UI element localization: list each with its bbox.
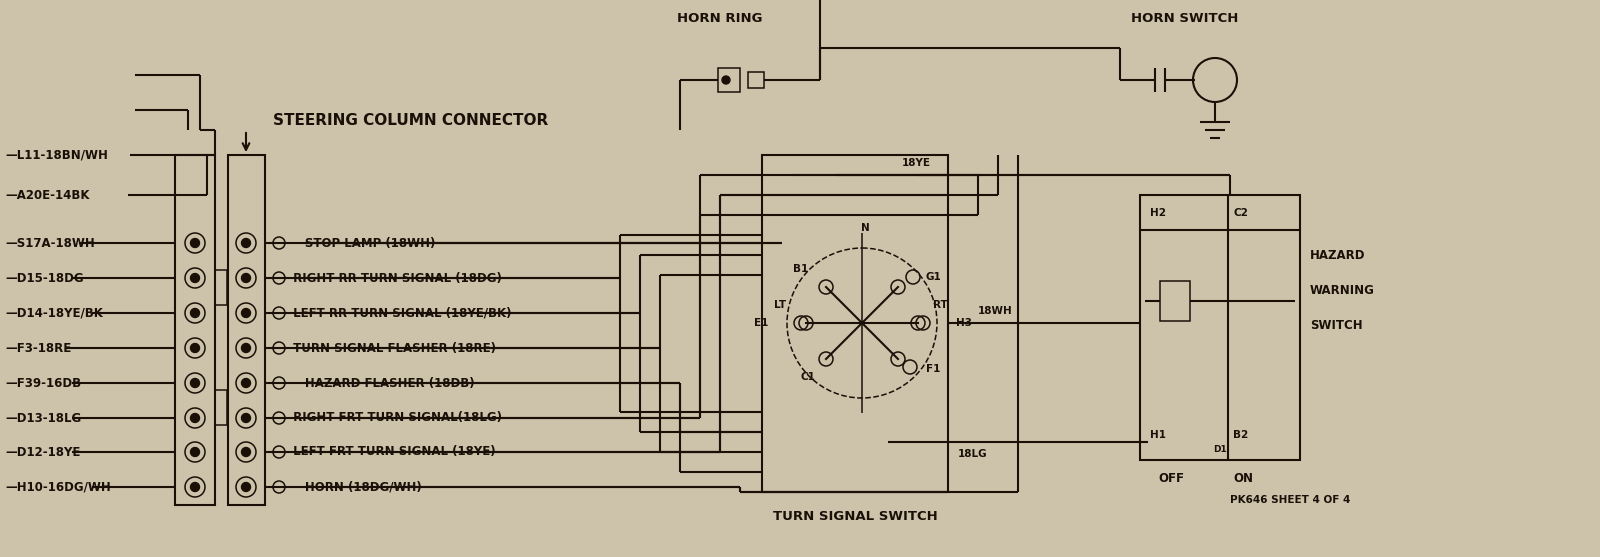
Circle shape [190, 238, 200, 247]
Text: LEFT FRT TURN SIGNAL (18YE): LEFT FRT TURN SIGNAL (18YE) [290, 446, 496, 458]
Text: —D14-18YE/BK: —D14-18YE/BK [5, 306, 102, 320]
Text: 18LG: 18LG [958, 449, 987, 459]
Text: —D15-18DG: —D15-18DG [5, 271, 83, 285]
Text: HORN SWITCH: HORN SWITCH [1131, 12, 1238, 25]
Text: 18WH: 18WH [978, 306, 1013, 316]
Text: E1: E1 [754, 318, 768, 328]
Bar [1160, 281, 1190, 321]
Text: —H10-16DG/WH: —H10-16DG/WH [5, 481, 110, 494]
Circle shape [242, 273, 251, 282]
Text: TURN SIGNAL SWITCH: TURN SIGNAL SWITCH [773, 511, 938, 524]
Text: 18YE: 18YE [902, 158, 931, 168]
Text: WARNING: WARNING [1310, 284, 1374, 296]
Text: B2: B2 [1234, 430, 1248, 440]
Bar [1139, 195, 1299, 460]
Circle shape [190, 344, 200, 353]
Text: PK646 SHEET 4 OF 4: PK646 SHEET 4 OF 4 [1230, 495, 1350, 505]
Text: G1: G1 [926, 272, 942, 282]
Bar [229, 155, 266, 505]
Text: — HORN (18DG/WH): — HORN (18DG/WH) [290, 481, 422, 494]
Circle shape [190, 413, 200, 423]
Circle shape [722, 76, 730, 84]
Text: —D13-18LG: —D13-18LG [5, 412, 82, 424]
Text: SWITCH: SWITCH [1310, 319, 1363, 331]
Text: —F3-18RE: —F3-18RE [5, 341, 72, 354]
Text: RIGHT RR TURN SIGNAL (18DG): RIGHT RR TURN SIGNAL (18DG) [290, 271, 502, 285]
Circle shape [190, 379, 200, 388]
Bar [749, 72, 765, 88]
Text: H3: H3 [957, 318, 973, 328]
Text: TURN SIGNAL FLASHER (18RE): TURN SIGNAL FLASHER (18RE) [290, 341, 496, 354]
Circle shape [190, 482, 200, 491]
Text: STEERING COLUMN CONNECTOR: STEERING COLUMN CONNECTOR [274, 113, 549, 128]
Text: — HAZARD FLASHER (18DB): — HAZARD FLASHER (18DB) [290, 377, 475, 389]
Text: —F39-16DB: —F39-16DB [5, 377, 82, 389]
Circle shape [242, 413, 251, 423]
Text: D1: D1 [1213, 446, 1227, 455]
Text: C2: C2 [1234, 208, 1248, 218]
Bar [718, 68, 739, 92]
Text: —L11-18BN/WH: —L11-18BN/WH [5, 149, 107, 162]
Circle shape [242, 344, 251, 353]
Circle shape [242, 482, 251, 491]
Text: RIGHT FRT TURN SIGNAL(18LG): RIGHT FRT TURN SIGNAL(18LG) [290, 412, 502, 424]
Bar [762, 155, 947, 492]
Text: —S17A-18WH: —S17A-18WH [5, 237, 94, 250]
Text: LEFT RR TURN SIGNAL (18YE/BK): LEFT RR TURN SIGNAL (18YE/BK) [290, 306, 512, 320]
Text: RT: RT [933, 300, 947, 310]
Circle shape [190, 273, 200, 282]
Circle shape [242, 309, 251, 317]
Circle shape [190, 309, 200, 317]
Text: OFF: OFF [1158, 471, 1184, 485]
Text: —A20E-14BK: —A20E-14BK [5, 188, 90, 202]
Circle shape [242, 447, 251, 457]
Text: LT: LT [774, 300, 786, 310]
Text: B1: B1 [794, 264, 808, 274]
Bar [174, 155, 214, 505]
Circle shape [242, 238, 251, 247]
Text: C1: C1 [800, 372, 816, 382]
Text: F1: F1 [926, 364, 941, 374]
Text: H1: H1 [1150, 430, 1166, 440]
Text: N: N [861, 223, 869, 233]
Text: HORN RING: HORN RING [677, 12, 763, 25]
Circle shape [190, 447, 200, 457]
Text: ON: ON [1234, 471, 1253, 485]
Text: H2: H2 [1150, 208, 1166, 218]
Text: HAZARD: HAZARD [1310, 248, 1365, 261]
Circle shape [242, 379, 251, 388]
Text: —D12-18YE: —D12-18YE [5, 446, 80, 458]
Text: — STOP LAMP (18WH): — STOP LAMP (18WH) [290, 237, 435, 250]
